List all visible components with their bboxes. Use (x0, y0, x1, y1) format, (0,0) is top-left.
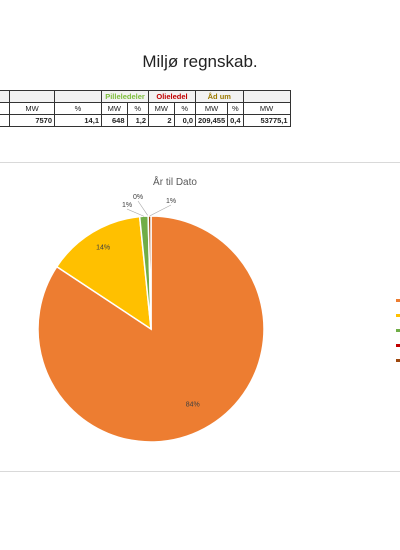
table-group-cell (54, 90, 102, 103)
slice-label: 1% (166, 198, 176, 205)
unit-cell: % (126, 102, 149, 115)
slice-label: 14% (96, 245, 110, 252)
table-cell (0, 102, 10, 115)
summary-table: Pilleledeler Olieledel Åd um MW % MW % M… (0, 90, 291, 127)
value-cell: 53775,1 (242, 114, 291, 127)
unit-cell: MW (194, 102, 229, 115)
legend-marker (396, 299, 400, 302)
unit-cell: % (227, 102, 244, 115)
group-label-pilleledeler: Pilleledeler (101, 90, 149, 103)
unit-cell: MW (148, 102, 175, 115)
page-title: Miljø regnskab. (142, 52, 258, 71)
legend-marker (396, 359, 400, 362)
pie-slice (55, 215, 152, 331)
value-cell: 0,4 (227, 114, 244, 127)
legend-marker (396, 314, 400, 317)
leader-line (149, 204, 172, 217)
value-cell: 14,1 (54, 114, 102, 127)
chart-title: År til Dato (153, 175, 197, 188)
unit-cell: MW (9, 102, 55, 115)
group-label-adum: Åd um (195, 90, 244, 103)
slice-label: 1% (122, 202, 132, 209)
table-group-cell (242, 90, 291, 103)
leader-line (126, 208, 145, 217)
table-unit-row: MW % MW % MW % MW % MW (0, 102, 291, 115)
leader-line (137, 200, 149, 217)
group-label (9, 90, 55, 103)
table-group-row: Pilleledeler Olieledel Åd um (0, 90, 291, 103)
slice-label: 0% (133, 194, 143, 201)
table-value-row: 7570 14,1 648 1,2 2 0,0 209,455 0,4 5377… (0, 114, 291, 127)
group-label-olieledel: Olieledel (148, 90, 196, 103)
value-cell: 2 (148, 114, 175, 127)
unit-cell: % (173, 102, 196, 115)
unit-cell: % (54, 102, 102, 115)
legend-marker (396, 344, 400, 347)
slice-label: 84% (186, 402, 200, 409)
pie-slice (147, 215, 152, 330)
pie-chart: År til Dato 84%14%1%0%1% (37, 175, 400, 443)
table-cell (0, 114, 10, 127)
chart-area: År til Dato 84% 14% 1% 0% 1% (0, 162, 400, 472)
value-cell: 0,0 (173, 114, 196, 127)
unit-cell: MW (101, 102, 128, 115)
unit-cell: MW (242, 102, 291, 115)
value-cell: 7570 (9, 114, 55, 127)
value-cell: 1,2 (126, 114, 149, 127)
legend-marker (396, 329, 400, 332)
table-group-cell (0, 90, 10, 103)
value-cell: 648 (101, 114, 128, 127)
value-cell: 209,455 (194, 114, 229, 127)
